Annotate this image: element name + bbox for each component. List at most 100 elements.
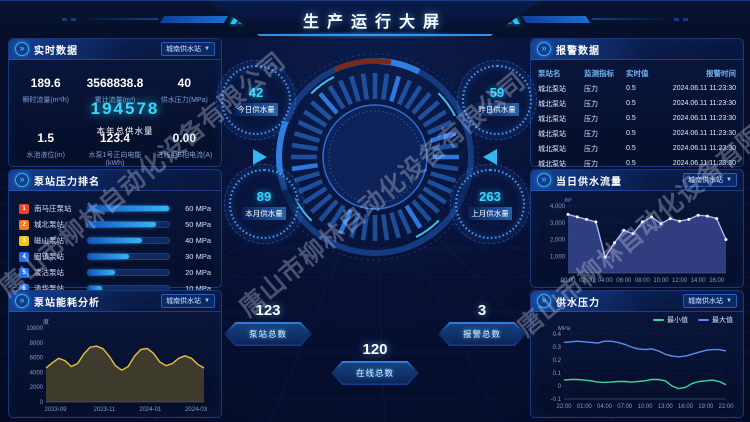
page-title: 生产运行大屏 xyxy=(302,14,447,31)
stat-value: 123.4 xyxy=(99,131,130,145)
rank-badge: 5 xyxy=(19,267,29,278)
ring-value: 89 xyxy=(256,188,272,204)
pressure-value: 60 MPa xyxy=(185,204,211,213)
alarm-cell: 压力 xyxy=(584,130,598,138)
realtime-stats-grid: 189.6 瞬时流量(m³/h) 3568838.8 累计流量(m³) 40 供水压… xyxy=(9,60,221,167)
ring-value: 59 xyxy=(489,84,505,100)
svg-text:10000: 10000 xyxy=(26,326,43,332)
ring-label: 昨日供水量 xyxy=(475,102,519,116)
alarm-cell: 城北泵站 xyxy=(538,130,566,138)
alarm-cell: 2024.06.11 11:23:30 xyxy=(672,160,736,167)
svg-text:16:00: 16:00 xyxy=(709,278,725,284)
energy-chart: 0 2000 4000 6000 8000 10000 2023-09 2023-11 2024… xyxy=(26,318,208,413)
svg-text:4,000: 4,000 xyxy=(550,204,566,210)
stat-value: 0.00 xyxy=(172,131,196,145)
stat-value: 1.5 xyxy=(37,131,54,145)
rank-badge: 2 xyxy=(19,219,29,230)
svg-text:00:00: 00:00 xyxy=(560,278,576,284)
stat-value: 40 xyxy=(177,76,191,90)
kpi-ring: 263 上月供水量 xyxy=(450,164,530,244)
ring-label: 今日供水量 xyxy=(234,102,278,116)
total-label: 报警总数 xyxy=(462,329,501,339)
svg-text:16:00: 16:00 xyxy=(678,404,694,410)
panel-supply-pressure: » 供水压力 城南供水站 ▼ 最小值 最大值 -0.1 0 0.1 0.2 0.3 0.4 2… xyxy=(530,290,744,418)
alarm-cell: 压力 xyxy=(584,145,598,153)
realtime-stat: 3568838.8 累计流量(m³) xyxy=(80,76,149,105)
panel-title: 供水压力 xyxy=(556,297,600,309)
alarm-cell: 0.5 xyxy=(626,145,636,152)
station-select[interactable]: 城南供水站 ▼ xyxy=(161,294,215,308)
svg-text:04:00: 04:00 xyxy=(597,404,613,410)
stat-label: 瞬时流量(m³/h) xyxy=(22,97,69,104)
station-select[interactable]: 城南供水站 ▼ xyxy=(683,173,737,187)
alarm-cell: 城北泵站 xyxy=(538,160,566,168)
hexagon-plate: 泵站总数 xyxy=(224,322,312,346)
svg-text:m³: m³ xyxy=(565,198,572,204)
station-name: 南马庄泵站 xyxy=(34,204,72,213)
svg-text:12:00: 12:00 xyxy=(672,278,688,284)
alarm-cell: 2024.06.11 11:23:30 xyxy=(672,130,736,137)
svg-text:10:00: 10:00 xyxy=(653,278,669,284)
stat-label: 供水压力(MPa) xyxy=(160,97,208,104)
svg-text:2024-03: 2024-03 xyxy=(185,407,208,413)
pressure-chart: -0.1 0 0.1 0.2 0.3 0.4 22:00 01:00 04:00 07:00 10:… xyxy=(551,326,735,410)
total-badge: 3 报警总数 xyxy=(432,302,532,346)
svg-text:13:00: 13:00 xyxy=(658,404,674,410)
alarm-cell: 压力 xyxy=(584,85,598,93)
svg-text:1,000: 1,000 xyxy=(550,254,566,260)
pressure-bar xyxy=(87,269,170,276)
station-select[interactable]: 城南供水站 ▼ xyxy=(161,42,215,56)
panel-icon: » xyxy=(537,42,551,56)
rank-badge: 6 xyxy=(19,283,29,294)
alarm-cell: 0.5 xyxy=(626,85,636,92)
total-label: 在线总数 xyxy=(355,368,394,378)
ranking-list: 1 南马庄泵站 60 MPa 2 城北泵站 50 MPa 3 磁山泵站 40 MPa… xyxy=(9,191,221,295)
svg-text:06:00: 06:00 xyxy=(616,278,632,284)
ranking-row: 4 固镇泵站 30 MPa xyxy=(19,250,211,263)
panel-icon: » xyxy=(537,294,551,308)
svg-text:MPa: MPa xyxy=(558,326,571,332)
stat-label: 水池液位(m) xyxy=(26,152,65,159)
svg-text:-0.1: -0.1 xyxy=(551,397,562,403)
alarm-table-header: 泵站名 监测指标 实时值 报警时间 xyxy=(538,66,736,81)
svg-text:2023-09: 2023-09 xyxy=(44,407,67,413)
svg-text:2,000: 2,000 xyxy=(550,238,566,244)
kpi-ring: 59 昨日供水量 xyxy=(457,60,537,140)
svg-text:2023-11: 2023-11 xyxy=(94,407,116,413)
hexagon-plate: 报警总数 xyxy=(438,322,526,346)
ring-label: 上月供水量 xyxy=(468,206,512,220)
total-label: 泵站总数 xyxy=(248,329,287,339)
svg-text:01:00: 01:00 xyxy=(577,404,593,410)
panel-icon: » xyxy=(15,294,29,308)
pressure-value: 40 MPa xyxy=(185,236,211,245)
realtime-stat: 0.00 进线柜B相电流(A) xyxy=(150,131,219,167)
rank-badge: 4 xyxy=(19,251,29,262)
ring-value: 263 xyxy=(479,188,501,204)
pressure-legend: 最小值 最大值 xyxy=(531,312,743,325)
alarm-cell: 压力 xyxy=(584,115,598,123)
station-name: 清华泵站 xyxy=(34,284,64,293)
alarm-row: 城北泵站 压力 0.5 2024.06.11 11:23:30 xyxy=(538,111,736,126)
station-select[interactable]: 城南供水站 ▼ xyxy=(683,294,737,308)
pressure-value: 20 MPa xyxy=(185,268,211,277)
svg-text:14:00: 14:00 xyxy=(691,278,707,284)
panel-icon: » xyxy=(15,42,29,56)
alarm-row: 城北泵站 压力 0.5 2024.06.11 11:23:30 xyxy=(538,141,736,156)
svg-text:07:00: 07:00 xyxy=(617,404,633,410)
total-value: 120 xyxy=(362,341,388,358)
alarm-table: 泵站名 监测指标 实时值 报警时间 城北泵站 压力 0.5 2024.06.11 11:23:… xyxy=(531,60,743,171)
pressure-bar xyxy=(87,237,170,244)
alarm-row: 城北泵站 压力 0.5 2024.06.11 11:23:30 xyxy=(538,126,736,141)
ring-value: 42 xyxy=(248,84,264,100)
panel-title: 当日供水流量 xyxy=(556,176,622,188)
alarm-cell: 2024.06.11 11:23:30 xyxy=(672,100,736,107)
alarm-cell: 0.5 xyxy=(626,160,636,167)
legend-label: 最小值 xyxy=(667,317,688,324)
alarm-cell: 压力 xyxy=(584,160,598,168)
svg-text:04:00: 04:00 xyxy=(598,278,614,284)
realtime-stat: 189.6 瞬时流量(m³/h) xyxy=(11,76,80,105)
station-name: 凌沽泵站 xyxy=(34,268,64,277)
total-badge: 120 在线总数 xyxy=(325,341,425,385)
stat-label: 累计流量(m³) xyxy=(94,97,136,104)
pressure-bar xyxy=(87,221,170,228)
